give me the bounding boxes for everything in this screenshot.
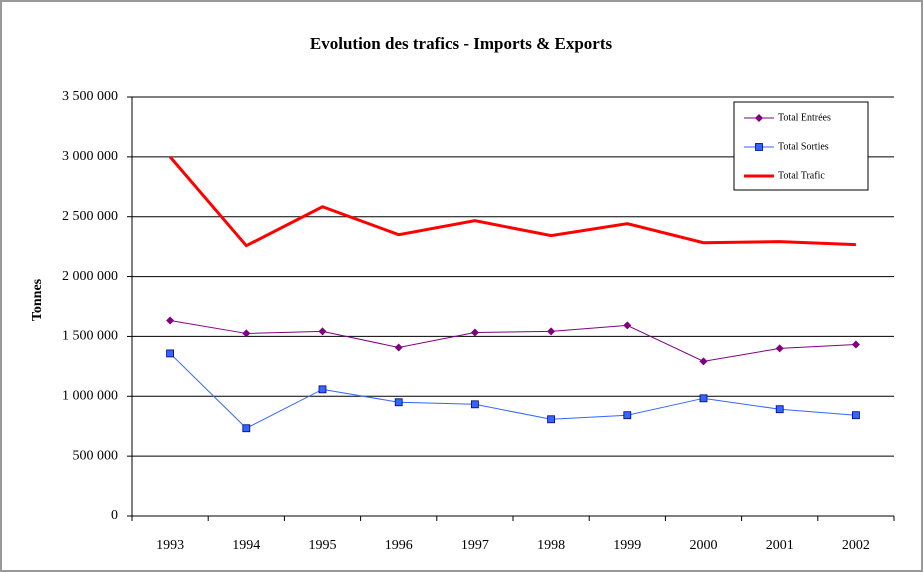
data-point — [166, 316, 175, 325]
x-tick-label: 2001 — [766, 538, 794, 553]
legend-label: Total Trafic — [778, 170, 825, 181]
series-line — [170, 320, 856, 362]
legend-label: Total Entrées — [778, 112, 831, 123]
y-axis-label: Tonnes — [30, 278, 45, 321]
data-point — [470, 400, 479, 409]
x-tick-label: 1993 — [156, 538, 184, 553]
series-line — [168, 155, 856, 248]
data-point — [851, 340, 860, 349]
y-tick-label: 1 000 000 — [62, 389, 118, 404]
data-point — [318, 327, 327, 336]
x-tick-label: 2002 — [842, 538, 870, 553]
data-point — [852, 411, 860, 420]
legend-marker — [755, 114, 763, 122]
x-tick-label: 2000 — [690, 538, 718, 553]
x-tick-label: 1996 — [385, 538, 413, 553]
data-point — [775, 344, 784, 353]
data-point — [547, 327, 556, 336]
chart-title: Evolution des trafics - Imports & Export… — [310, 34, 613, 53]
data-point — [699, 394, 708, 403]
y-tick-label: 1 500 000 — [62, 329, 118, 344]
y-tick-label: 0 — [111, 508, 118, 523]
y-tick-label: 500 000 — [73, 448, 119, 463]
y-tick-label: 3 500 000 — [62, 89, 118, 104]
x-tick-label: 1994 — [232, 538, 260, 553]
y-tick-label: 3 000 000 — [62, 149, 118, 164]
data-point — [470, 328, 479, 337]
x-tick-label: 1997 — [461, 538, 489, 553]
data-point — [242, 329, 251, 338]
data-point — [394, 398, 403, 407]
y-tick-label: 2 500 000 — [62, 209, 118, 224]
data-point — [623, 411, 632, 420]
legend-label: Total Sorties — [778, 141, 829, 152]
data-point — [318, 385, 327, 394]
data-point — [166, 349, 175, 358]
data-point — [623, 321, 632, 330]
legend-marker — [755, 143, 763, 151]
x-tick-label: 1998 — [537, 538, 565, 553]
x-tick-label: 1999 — [613, 538, 641, 553]
x-tick-label: 1995 — [309, 538, 337, 553]
data-point — [394, 343, 403, 352]
data-point — [699, 357, 708, 366]
data-point — [775, 405, 784, 414]
data-point — [547, 415, 555, 424]
series-line — [169, 353, 856, 429]
y-tick-label: 2 000 000 — [62, 269, 118, 284]
data-point — [242, 424, 251, 433]
